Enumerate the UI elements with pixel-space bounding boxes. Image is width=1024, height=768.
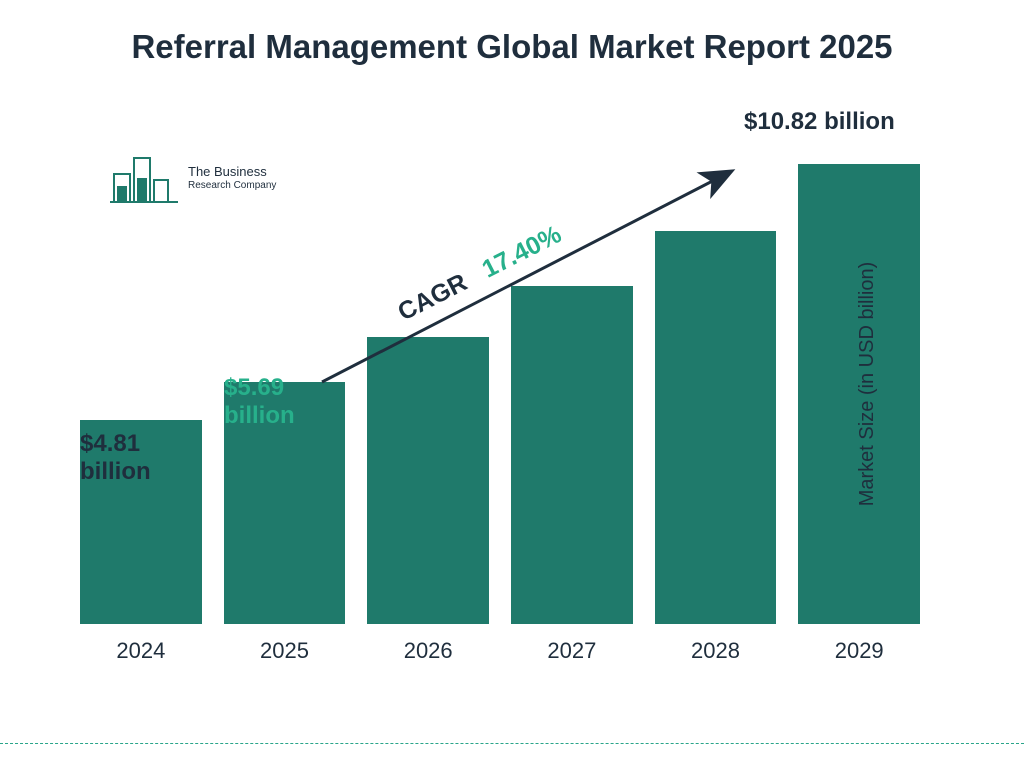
value-label: $4.81billion — [80, 430, 151, 485]
bar-slot: 2028 — [655, 231, 777, 624]
bar — [511, 286, 633, 624]
x-axis-label: 2026 — [367, 638, 489, 664]
x-axis-label: 2027 — [511, 638, 633, 664]
bar — [367, 337, 489, 624]
x-axis-label: 2025 — [224, 638, 346, 664]
chart-area: 202420252026202720282029 — [80, 140, 920, 670]
bar — [655, 231, 777, 624]
x-axis-label: 2029 — [798, 638, 920, 664]
y-axis-label: Market Size (in USD billion) — [856, 262, 879, 507]
bar-group: 202420252026202720282029 — [80, 164, 920, 624]
value-label: $5.69billion — [224, 374, 295, 429]
x-axis-label: 2028 — [655, 638, 777, 664]
value-label: $10.82 billion — [744, 108, 895, 136]
bar-slot: 2026 — [367, 337, 489, 624]
bottom-divider — [0, 743, 1024, 744]
bar-slot: 2027 — [511, 286, 633, 624]
x-axis-label: 2024 — [80, 638, 202, 664]
chart-title: Referral Management Global Market Report… — [0, 0, 1024, 67]
